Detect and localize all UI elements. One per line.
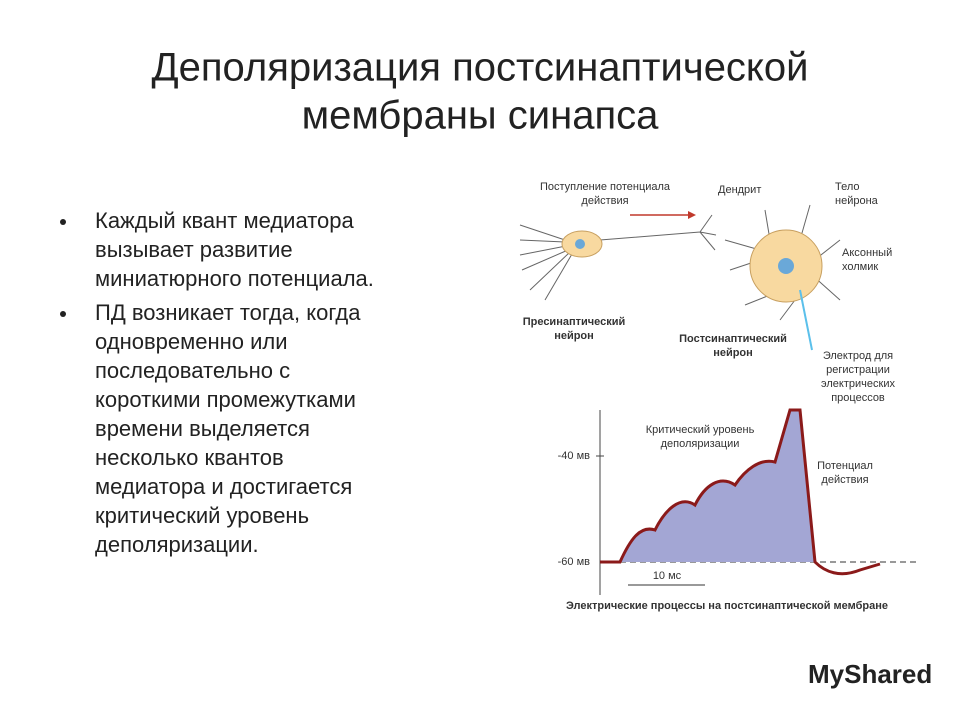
bullet-text: времени выделяется [95,416,310,441]
bullet-text: ПД возникает тогда, когда [95,300,361,325]
figure-label: действия [821,474,868,486]
bullet-text: критический уровень [95,503,309,528]
potential-graph [596,408,920,595]
bullet-dot [60,219,66,225]
figure-label: Пресинаптический [523,316,626,328]
bullet-dot [60,311,66,317]
slide-title: Деполяризация постсинаптической [152,46,809,90]
bullet-text: деполяризации. [95,532,259,557]
bullet-text: вызывает развитие [95,237,293,262]
figure-label: Тело [835,181,860,193]
figure-label: Аксонный [842,247,892,259]
figure-label: Электрические процессы на постсинаптичес… [566,600,888,612]
neuron-illustration [519,204,841,351]
figure-label: деполяризации [661,438,740,450]
figure-label: -40 мв [558,450,591,462]
bullet-text: миниатюрного потенциала. [95,266,374,291]
watermark: MyShared [808,659,932,689]
figure-label: Дендрит [718,184,761,196]
bullet-text: медиатора и достигается [95,474,352,499]
figure-label: нейрон [713,347,753,359]
figure-label: Электрод для [823,350,893,362]
figure-label: Постсинаптический [679,333,787,345]
figure-label: процессов [831,392,885,404]
figure-label: Критический уровень [646,424,755,436]
bullet-text: несколько квантов [95,445,284,470]
bullet-text: одновременно или [95,329,288,354]
figure-label: регистрации [826,364,890,376]
figure-label: Поступление потенциала [540,181,671,193]
bullet-text: последовательно с [95,358,290,383]
slide-title: мембраны синапса [302,94,659,138]
figure-label: 10 мс [653,570,682,582]
figure-label: электрических [821,378,895,390]
figure-label: нейрона [835,195,879,207]
figure-label: -60 мв [558,556,591,568]
figure-label: нейрон [554,330,594,342]
bullet-text: короткими промежутками [95,387,356,412]
figure-label: холмик [842,261,878,273]
figure-label: действия [581,195,628,207]
bullet-text: Каждый квант медиатора [95,208,355,233]
figure-label: Потенциал [817,460,873,472]
